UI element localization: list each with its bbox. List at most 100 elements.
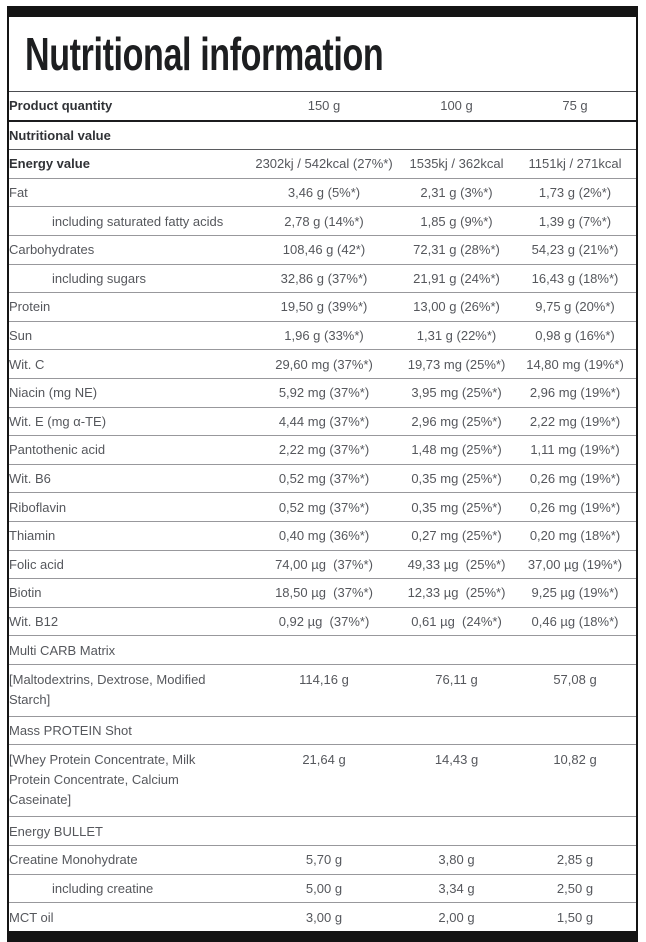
row-pantothenic-acid: Pantothenic acid 2,22 mg (37%*) 1,48 mg …	[9, 435, 636, 465]
value-cell: 2,00 g	[438, 909, 475, 925]
value-cell: 0,46 µg (18%*)	[514, 607, 636, 637]
value-cell: 14,43 g	[399, 744, 514, 818]
row-mass-protein-shot: Mass PROTEIN Shot	[9, 716, 636, 746]
value-cell: 3,80 g	[399, 845, 514, 875]
value-cell: 72,31 g (28%*)	[399, 235, 514, 265]
row-nutritional-value: Nutritional value	[9, 120, 636, 151]
row-label: Wit. B6	[9, 464, 249, 494]
value-cell: 21,64 g	[249, 744, 399, 818]
value-cell: 0,61 µg (24%*)	[399, 607, 514, 637]
row-multi-carb-matrix-ingredients: [Maltodextrins, Dextrose, Modified Starc…	[9, 664, 636, 717]
value-cell: 150 g	[249, 92, 399, 122]
value-cell: 1,39 g (7%*)	[514, 206, 636, 236]
row-label: Pantothenic acid	[9, 435, 249, 465]
value-cell: 0,52 mg (37%*)	[249, 492, 399, 522]
row-label: Wit. E (mg α-TE)	[9, 407, 249, 437]
value-cell: 0,35 mg (25%*)	[399, 464, 514, 494]
value-cell: 76,11 g	[399, 664, 514, 717]
value-cell: 0,40 mg (36%*)	[249, 521, 399, 551]
value-cell: 1,85 g (9%*)	[399, 206, 514, 236]
row-fat: Fat 3,46 g (5%*) 2,31 g (3%*) 1,73 g (2%…	[9, 178, 636, 208]
value-cell: 9,25 µg (19%*)	[514, 578, 636, 608]
row-label: Fat	[9, 178, 249, 208]
row-label: including saturated fatty acids	[9, 206, 249, 236]
value-cell: 1,50 g	[556, 909, 594, 925]
row-label: Wit. C	[9, 349, 249, 379]
value-cell: 5,70 g	[249, 845, 399, 875]
row-label: [Maltodextrins, Dextrose, Modified Starc…	[9, 664, 249, 717]
row-wit-c: Wit. C 29,60 mg (37%*) 19,73 mg (25%*) 1…	[9, 349, 636, 379]
value-cell: 0,26 mg (19%*)	[514, 492, 636, 522]
value-cell: 0,20 mg (18%*)	[514, 521, 636, 551]
value-cell: 18,50 µg (37%*)	[249, 578, 399, 608]
value-cell: 16,43 g (18%*)	[514, 264, 636, 294]
row-folic-acid: Folic acid 74,00 µg (37%*) 49,33 µg (25%…	[9, 550, 636, 580]
value-cell: 29,60 mg (37%*)	[249, 349, 399, 379]
value-cell: 3,00 g	[305, 909, 343, 925]
value-cell: 2302kj / 542kcal (27%*)	[249, 149, 399, 179]
row-mass-protein-shot-ingredients: [Whey Protein Concentrate, Milk Protein …	[9, 744, 636, 818]
row-wit-b6: Wit. B6 0,52 mg (37%*) 0,35 mg (25%*) 0,…	[9, 464, 636, 494]
value-cell: 3,46 g (5%*)	[249, 178, 399, 208]
value-cell: 37,00 µg (19%*)	[514, 550, 636, 580]
value-cell: 74,00 µg (37%*)	[249, 550, 399, 580]
value-cell: 2,31 g (3%*)	[399, 178, 514, 208]
row-label: Biotin	[9, 578, 249, 608]
row-riboflavin: Riboflavin 0,52 mg (37%*) 0,35 mg (25%*)…	[9, 492, 636, 522]
row-product-quantity: Product quantity 150 g 100 g 75 g	[9, 92, 636, 122]
value-cell: 1,96 g (33%*)	[249, 321, 399, 351]
row-protein: Protein 19,50 g (39%*) 13,00 g (26%*) 9,…	[9, 292, 636, 322]
value-cell: 32,86 g (37%*)	[249, 264, 399, 294]
section-label: Mass PROTEIN Shot	[9, 716, 636, 746]
row-label: Niacin (mg NE)	[9, 378, 249, 408]
row-label: Wit. B12	[9, 607, 249, 637]
row-label: Carbohydrates	[9, 235, 249, 265]
value-cell: 19,73 mg (25%*)	[399, 349, 514, 379]
value-cell: 108,46 g (42*)	[249, 235, 399, 265]
value-cell: 13,00 g (26%*)	[399, 292, 514, 322]
row-energy-bullet: Energy BULLET	[9, 816, 636, 847]
value-cell: 100 g	[399, 92, 514, 122]
row-niacin: Niacin (mg NE) 5,92 mg (37%*) 3,95 mg (2…	[9, 378, 636, 408]
value-cell: 5,00 g	[249, 874, 399, 904]
value-cell: 2,22 mg (37%*)	[249, 435, 399, 465]
value-cell: 2,96 mg (25%*)	[399, 407, 514, 437]
row-label: Thiamin	[9, 521, 249, 551]
value-cell: 1535kj / 362kcal	[399, 149, 514, 179]
value-cell: 10,82 g	[514, 744, 636, 818]
row-wit-b12: Wit. B12 0,92 µg (37%*) 0,61 µg (24%*) 0…	[9, 607, 636, 637]
row-label: MCT oil	[9, 909, 54, 925]
row-including-creatine: including creatine 5,00 g 3,34 g 2,50 g	[9, 874, 636, 904]
value-cell: 9,75 g (20%*)	[514, 292, 636, 322]
row-label: including creatine	[9, 874, 249, 904]
value-cell: 2,78 g (14%*)	[249, 206, 399, 236]
value-cell: 0,92 µg (37%*)	[249, 607, 399, 637]
row-wit-e: Wit. E (mg α-TE) 4,44 mg (37%*) 2,96 mg …	[9, 407, 636, 437]
value-cell: 0,26 mg (19%*)	[514, 464, 636, 494]
row-label: Product quantity	[9, 92, 249, 122]
value-cell: 1,48 mg (25%*)	[399, 435, 514, 465]
value-cell: 2,50 g	[514, 874, 636, 904]
value-cell: 2,85 g	[514, 845, 636, 875]
row-label: Folic acid	[9, 550, 249, 580]
value-cell: 0,35 mg (25%*)	[399, 492, 514, 522]
row-label: Energy value	[9, 149, 249, 179]
section-label: Nutritional value	[9, 120, 636, 151]
value-cell: 1,31 g (22%*)	[399, 321, 514, 351]
row-including-saturated-fatty-acids: including saturated fatty acids 2,78 g (…	[9, 206, 636, 236]
value-cell: 21,91 g (24%*)	[399, 264, 514, 294]
value-cell: 0,27 mg (25%*)	[399, 521, 514, 551]
value-cell: 5,92 mg (37%*)	[249, 378, 399, 408]
panel-header: Nutritional information	[9, 17, 636, 92]
row-creatine-monohydrate: Creatine Monohydrate 5,70 g 3,80 g 2,85 …	[9, 845, 636, 875]
row-sun: Sun 1,96 g (33%*) 1,31 g (22%*) 0,98 g (…	[9, 321, 636, 351]
row-including-sugars: including sugars 32,86 g (37%*) 21,91 g …	[9, 264, 636, 294]
row-thiamin: Thiamin 0,40 mg (36%*) 0,27 mg (25%*) 0,…	[9, 521, 636, 551]
row-label: Creatine Monohydrate	[9, 845, 249, 875]
row-biotin: Biotin 18,50 µg (37%*) 12,33 µg (25%*) 9…	[9, 578, 636, 608]
section-label: Energy BULLET	[9, 816, 636, 847]
value-cell: 2,96 mg (19%*)	[514, 378, 636, 408]
value-cell: 1151kj / 271kcal	[514, 149, 636, 179]
value-cell: 0,98 g (16%*)	[514, 321, 636, 351]
nutrition-panel: Nutritional information Product quantity…	[7, 6, 638, 942]
